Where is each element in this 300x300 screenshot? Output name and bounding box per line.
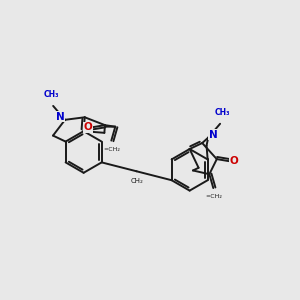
Text: CH₃: CH₃: [214, 108, 230, 117]
Text: O: O: [229, 156, 238, 166]
Text: O: O: [84, 122, 92, 132]
Text: CH₂: CH₂: [130, 178, 143, 184]
Text: =CH₂: =CH₂: [103, 146, 120, 152]
Text: CH₃: CH₃: [44, 90, 59, 99]
Text: N: N: [56, 112, 64, 122]
Text: =CH₂: =CH₂: [205, 194, 222, 199]
Text: N: N: [209, 130, 218, 140]
